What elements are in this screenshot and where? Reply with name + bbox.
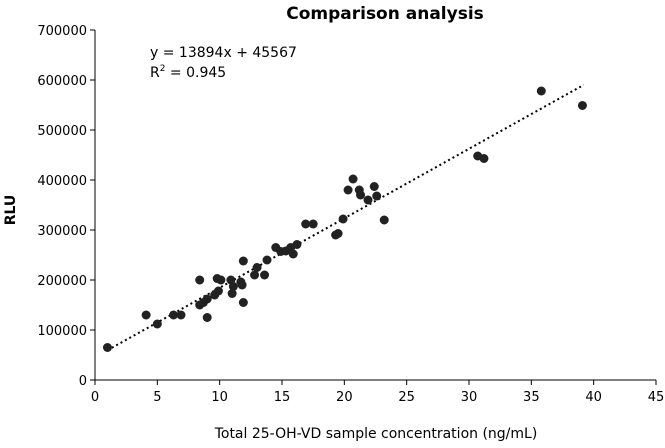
data-point [195,275,205,285]
x-tick-label: 45 [648,390,665,405]
data-point [308,219,318,229]
trendline-group [106,84,585,352]
data-point [238,298,248,307]
data-point [227,289,237,298]
data-point [176,310,186,320]
data-point [262,255,272,265]
regression-equation: y = 13894x + 45567 [150,45,297,61]
data-point [333,229,343,238]
y-tick-label: 200000 [37,274,87,289]
y-axis-label: RLU [3,195,19,226]
data-point [238,256,248,266]
x-tick-label: 30 [461,390,478,405]
y-tick-label: 400000 [37,174,87,189]
data-point [213,286,223,296]
axes: 0 100000 200000 300000 400000 500000 600000 700… [37,24,664,405]
r-squared-label: R2 = 0.945 [150,64,226,81]
data-point [372,191,382,201]
x-tick-label: 0 [91,390,99,405]
x-tick-label: 35 [523,390,540,405]
r-squared-value: = 0.945 [165,65,226,81]
x-tick-label: 20 [336,390,353,405]
data-point [301,219,311,229]
x-tick-label: 10 [211,390,228,405]
y-tick-label: 300000 [37,224,87,239]
data-point [536,86,546,96]
data-point [338,214,348,224]
x-tick-label: 15 [274,390,291,405]
x-tick-label: 40 [585,390,602,405]
data-point [292,240,302,249]
data-point [237,280,247,290]
data-point [152,319,162,329]
x-axis-label: Total 25-OH-VD sample concentration (ng/… [214,426,538,442]
data-point [169,310,179,320]
trendline [106,84,585,352]
y-tick-label: 700000 [37,24,87,39]
x-tick-label: 5 [153,390,161,405]
data-point [202,313,212,322]
data-point [252,263,262,272]
data-point [479,154,489,163]
data-point [216,275,226,285]
data-point [288,249,298,259]
data-point [369,182,379,191]
data-point [348,174,358,184]
y-tick-label: 500000 [37,124,87,139]
data-point [260,270,270,280]
data-point [202,294,212,304]
data-point [363,195,373,205]
data-point [228,282,238,291]
data-point [577,101,587,110]
x-tick-label: 25 [398,390,415,405]
data-point [343,185,353,195]
r-squared-symbol: R [150,65,160,81]
data-points [102,86,587,352]
chart-title: Comparison analysis [286,4,484,24]
data-point [102,343,112,352]
data-point [250,270,260,280]
data-point [141,310,151,320]
r-squared-superscript: 2 [160,64,166,74]
data-point [356,190,366,200]
data-point [379,215,389,225]
y-tick-label: 100000 [37,324,87,339]
y-tick-label: 0 [79,374,87,389]
y-tick-label: 600000 [37,74,87,89]
